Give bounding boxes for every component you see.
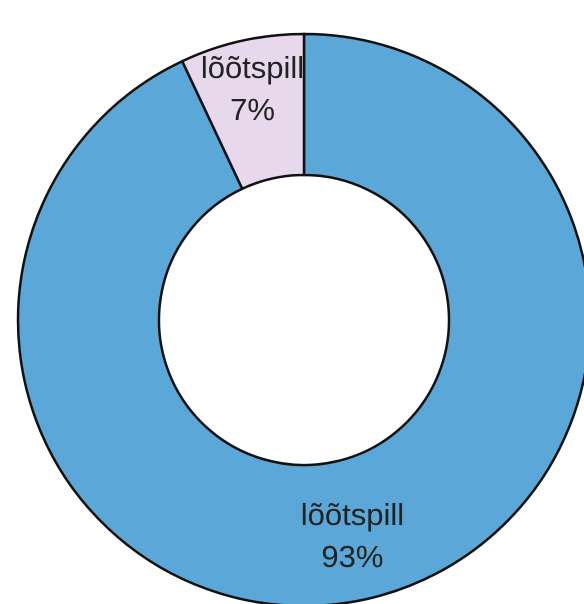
donut-slice [180,32,306,191]
slice-value-label: 93% [321,539,383,574]
slice-name: lõõtspill [301,497,404,532]
slice-name: lõõtspill [201,50,304,85]
donut-slice [16,32,584,604]
slice-value-label: 7% [230,92,275,127]
